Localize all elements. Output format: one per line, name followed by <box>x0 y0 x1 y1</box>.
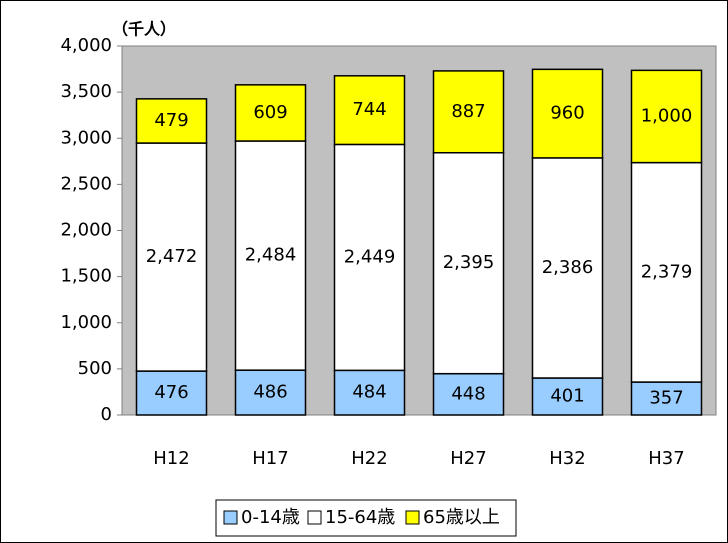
x-tick-label: H37 <box>648 448 684 469</box>
bar-segment <box>630 381 703 416</box>
bar-segment <box>135 370 208 416</box>
y-tick-label: 0 <box>101 404 112 425</box>
legend-swatch <box>307 510 322 525</box>
data-label: 960 <box>550 103 584 124</box>
bar-segment <box>234 140 307 371</box>
y-tick-label: 500 <box>78 358 112 379</box>
x-tick-label: H32 <box>549 448 585 469</box>
bar-segment <box>234 84 307 142</box>
data-label: 609 <box>253 102 287 123</box>
data-label: 357 <box>649 388 683 409</box>
data-label: 744 <box>352 99 386 120</box>
data-label: 887 <box>451 101 485 122</box>
y-tick-label: 3,000 <box>60 127 112 148</box>
x-tick-label: H12 <box>153 448 189 469</box>
legend-box <box>215 499 517 537</box>
x-tick-label: H27 <box>450 448 486 469</box>
data-label: 448 <box>451 383 485 404</box>
bar-segment <box>531 68 604 159</box>
unit-label: （千人） <box>112 20 176 39</box>
legend-label: 65歳以上 <box>423 507 500 528</box>
x-tick-label: H22 <box>351 448 387 469</box>
y-tick-label: 2,000 <box>60 220 112 241</box>
bar-segment <box>135 142 208 372</box>
data-label: 2,379 <box>641 261 693 282</box>
data-label: 2,472 <box>146 246 198 267</box>
bar-segment <box>333 369 406 416</box>
y-tick-label: 2,500 <box>60 173 112 194</box>
data-label: 479 <box>154 110 188 131</box>
data-label: 484 <box>352 382 386 403</box>
legend-label: 0-14歳 <box>241 507 300 528</box>
bar-segment <box>333 75 406 146</box>
x-tick-label: H17 <box>252 448 288 469</box>
bar-segment <box>630 161 703 383</box>
bar-segment <box>531 157 604 379</box>
bar-segment <box>333 143 406 372</box>
data-label: 2,449 <box>344 246 396 267</box>
legend-swatch <box>405 510 420 525</box>
plot-area <box>121 45 717 416</box>
data-label: 476 <box>154 382 188 403</box>
y-tick-label: 1,000 <box>60 312 112 333</box>
legend-label: 15-64歳 <box>325 507 395 528</box>
bar-segment <box>531 377 604 416</box>
data-label: 486 <box>253 382 287 403</box>
y-tick-label: 1,500 <box>60 266 112 287</box>
y-tick-label: 4,000 <box>60 35 112 56</box>
bar-segment <box>630 69 703 164</box>
data-label: 401 <box>550 386 584 407</box>
bar-segment <box>135 98 208 144</box>
legend-swatch <box>223 510 238 525</box>
data-label: 2,386 <box>542 257 594 278</box>
bar-segment <box>432 151 505 375</box>
bar-segment <box>432 70 505 154</box>
data-label: 1,000 <box>641 105 693 126</box>
data-label: 2,395 <box>443 252 495 273</box>
y-tick-label: 3,500 <box>60 81 112 102</box>
data-label: 2,484 <box>245 245 297 266</box>
